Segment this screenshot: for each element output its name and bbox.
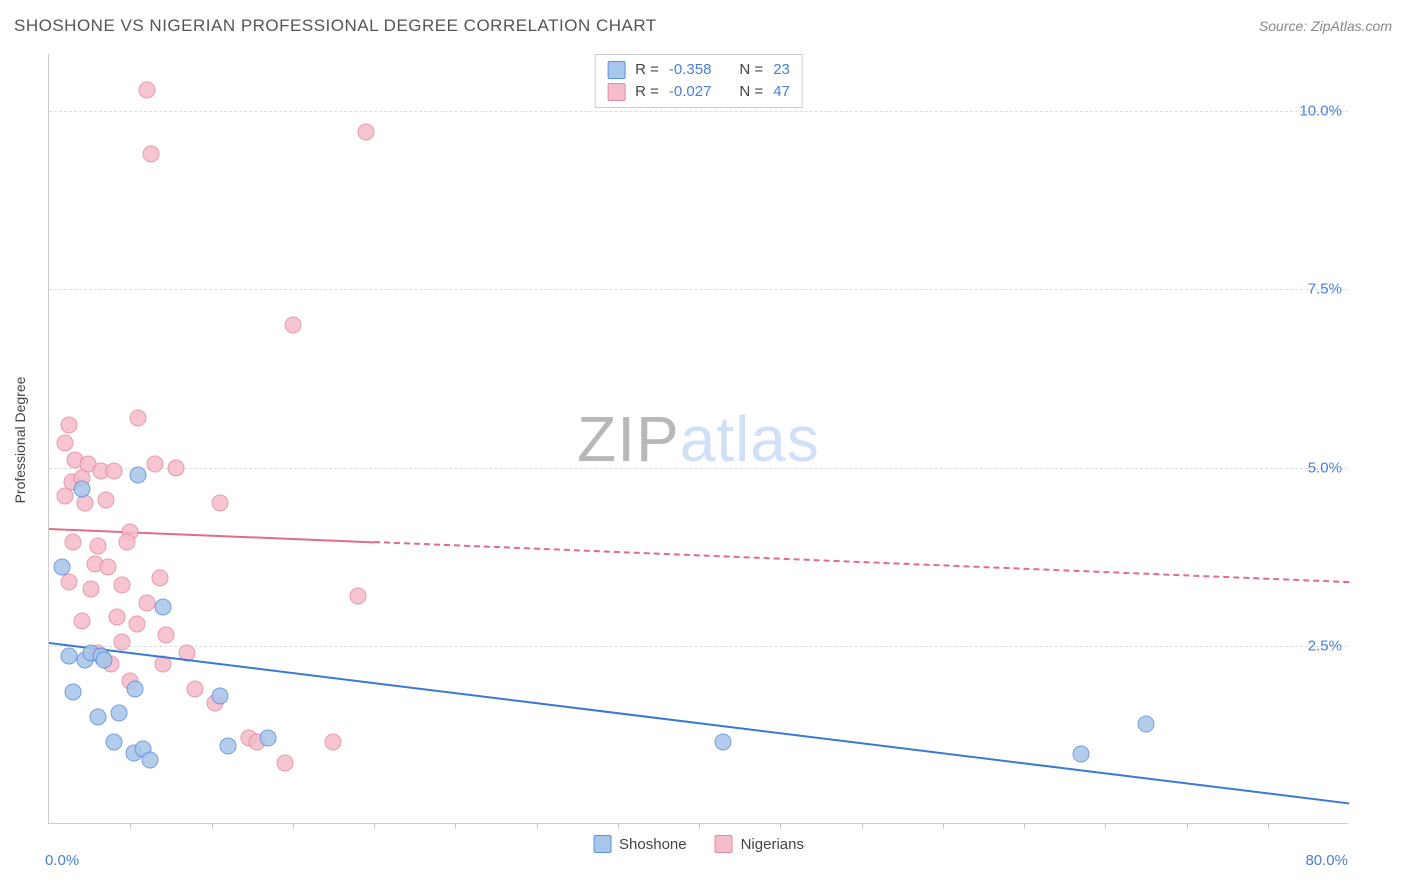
swatch-nigerians [607,83,625,101]
data-point-shoshone [110,705,127,722]
data-point-shoshone [141,751,158,768]
data-point-shoshone [219,737,236,754]
data-point-nigerians [158,627,175,644]
chart-title: SHOSHONE VS NIGERIAN PROFESSIONAL DEGREE… [14,16,657,36]
data-point-nigerians [138,594,155,611]
data-point-nigerians [325,734,342,751]
y-axis-title: Professional Degree [12,377,28,504]
data-point-nigerians [99,559,116,576]
data-point-shoshone [65,684,82,701]
legend-item-shoshone: Shoshone [593,835,687,853]
trend-line-nigerians-dashed [374,541,1349,583]
y-tick-label: 5.0% [1308,459,1342,476]
x-tick-mark [212,823,213,829]
data-point-nigerians [65,534,82,551]
gridline [49,468,1348,469]
x-axis-min-label: 0.0% [45,852,79,869]
data-point-nigerians [114,634,131,651]
data-point-nigerians [73,612,90,629]
data-point-shoshone [127,680,144,697]
legend-row-shoshone: R = -0.358 N = 23 [607,59,790,81]
data-point-shoshone [106,734,123,751]
chart-header: SHOSHONE VS NIGERIAN PROFESSIONAL DEGREE… [14,12,1392,40]
data-point-nigerians [167,459,184,476]
data-point-nigerians [138,81,155,98]
data-point-nigerians [146,455,163,472]
data-point-nigerians [151,570,168,587]
x-tick-mark [862,823,863,829]
x-tick-mark [1024,823,1025,829]
x-tick-mark [1268,823,1269,829]
y-tick-label: 2.5% [1308,637,1342,654]
data-point-nigerians [349,587,366,604]
data-point-shoshone [60,648,77,665]
chart-source: Source: ZipAtlas.com [1259,18,1392,34]
data-point-shoshone [1072,746,1089,763]
data-point-shoshone [96,652,113,669]
legend-correlation: R = -0.358 N = 23 R = -0.027 N = 47 [594,54,803,108]
x-tick-mark [1187,823,1188,829]
data-point-shoshone [715,734,732,751]
data-point-nigerians [130,409,147,426]
x-axis-max-label: 80.0% [1305,852,1348,869]
data-point-shoshone [211,687,228,704]
data-point-nigerians [119,534,136,551]
data-point-nigerians [60,416,77,433]
gridline [49,646,1348,647]
x-tick-mark [455,823,456,829]
legend-series: Shoshone Nigerians [593,835,804,853]
swatch-shoshone [593,835,611,853]
x-tick-mark [699,823,700,829]
data-point-nigerians [114,577,131,594]
gridline [49,111,1348,112]
data-point-shoshone [54,559,71,576]
data-point-nigerians [187,680,204,697]
data-point-shoshone [130,466,147,483]
x-tick-mark [943,823,944,829]
data-point-shoshone [154,598,171,615]
data-point-nigerians [83,580,100,597]
data-point-nigerians [211,495,228,512]
x-tick-mark [130,823,131,829]
legend-row-nigerians: R = -0.027 N = 47 [607,81,790,103]
data-point-shoshone [89,709,106,726]
watermark: ZIPatlas [577,402,820,476]
data-point-shoshone [1137,716,1154,733]
data-point-nigerians [97,491,114,508]
data-point-nigerians [276,755,293,772]
data-point-shoshone [260,730,277,747]
x-tick-mark [1105,823,1106,829]
x-tick-mark [537,823,538,829]
scatter-plot: ZIPatlas R = -0.358 N = 23 R = -0.027 N … [48,54,1348,824]
data-point-nigerians [109,609,126,626]
swatch-nigerians [715,835,733,853]
data-point-nigerians [128,616,145,633]
data-point-nigerians [57,434,74,451]
x-tick-mark [780,823,781,829]
data-point-nigerians [284,316,301,333]
y-tick-label: 7.5% [1308,281,1342,298]
data-point-nigerians [57,488,74,505]
swatch-shoshone [607,61,625,79]
data-point-nigerians [143,145,160,162]
gridline [49,289,1348,290]
data-point-shoshone [73,480,90,497]
x-tick-mark [374,823,375,829]
legend-item-nigerians: Nigerians [715,835,804,853]
x-tick-mark [293,823,294,829]
data-point-nigerians [357,124,374,141]
data-point-nigerians [106,463,123,480]
y-tick-label: 10.0% [1299,103,1342,120]
x-tick-mark [618,823,619,829]
data-point-nigerians [89,537,106,554]
